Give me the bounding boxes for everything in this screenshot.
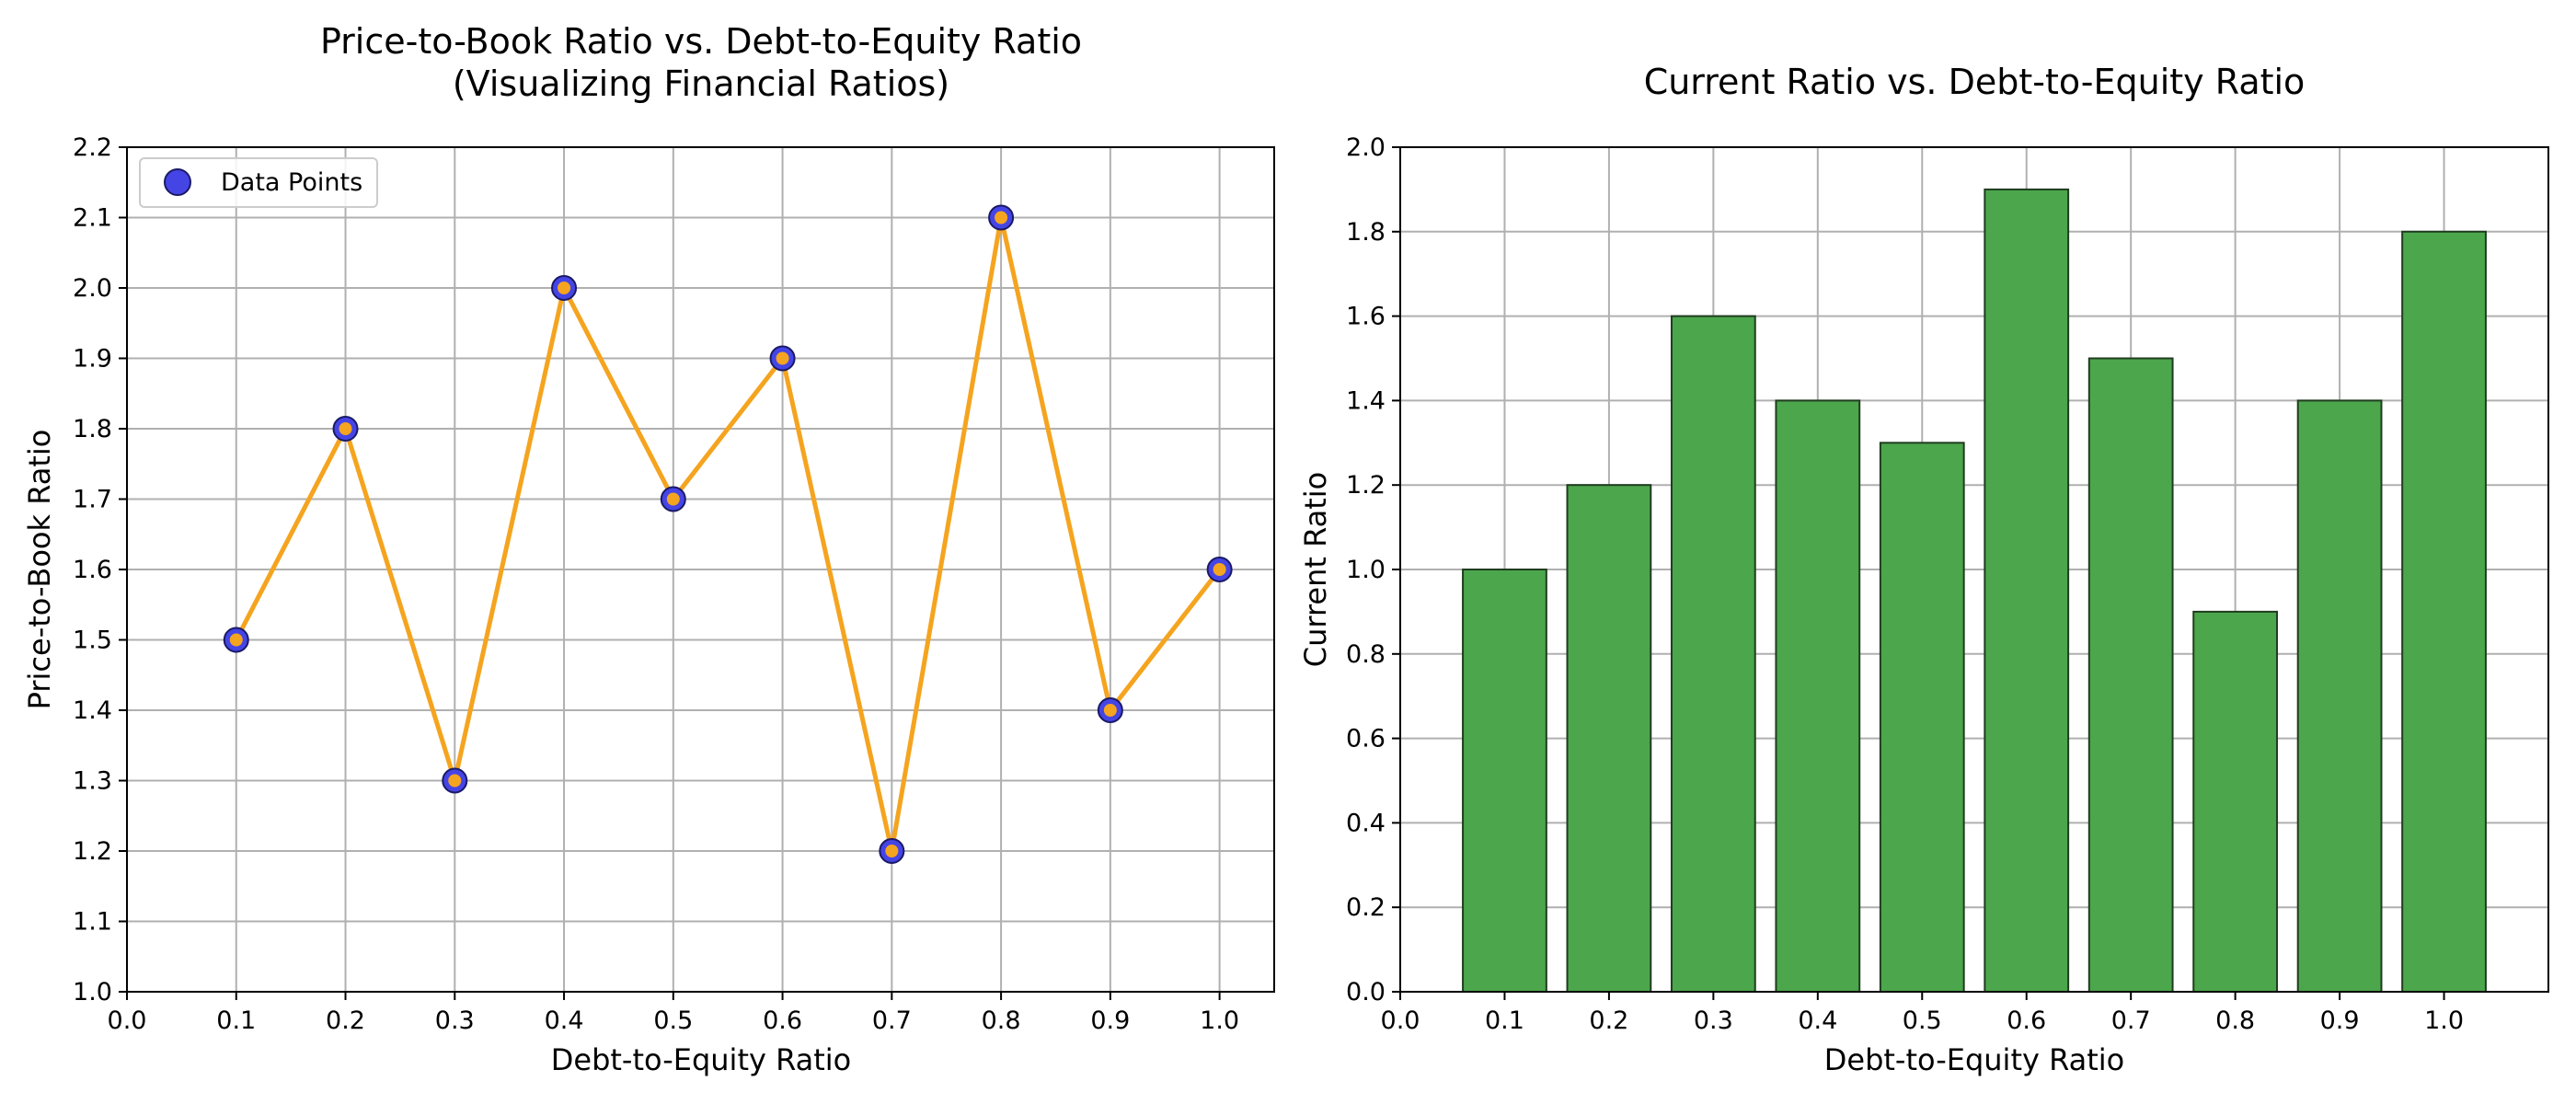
bar	[1462, 569, 1547, 993]
line-vertex	[229, 633, 243, 647]
y-tick-label: 0.8	[1346, 640, 1386, 669]
y-tick-label: 0.6	[1346, 725, 1386, 753]
y-tick-label: 1.0	[1346, 556, 1386, 584]
x-axis-label: Debt-to-Equity Ratio	[1824, 1042, 2125, 1077]
price-to-book-line-chart: Price-to-Book Ratio vs. Debt-to-Equity R…	[22, 21, 1275, 1077]
line-vertex	[885, 845, 899, 857]
current-ratio-bar-chart: Current Ratio vs. Debt-to-Equity Ratio 0…	[1298, 62, 2549, 1077]
legend-label: Data Points	[221, 168, 362, 197]
y-tick-label: 1.9	[73, 345, 112, 374]
y-tick-label: 1.4	[1346, 386, 1386, 415]
line-vertex	[448, 774, 462, 788]
plot-area	[1462, 188, 2487, 994]
y-tick-label: 1.3	[73, 767, 112, 796]
line-vertex	[1213, 563, 1226, 576]
legend: Data Points	[139, 157, 378, 208]
x-tick-label: 0.1	[216, 1006, 256, 1035]
y-tick-label: 1.5	[73, 627, 112, 655]
x-tick-label: 0.9	[2320, 1006, 2360, 1035]
x-tick-label: 0.3	[435, 1006, 475, 1035]
legend-box	[139, 157, 378, 208]
y-axis-label: Price-to-Book Ratio	[22, 430, 57, 710]
x-axis-label: Debt-to-Equity Ratio	[551, 1042, 852, 1077]
y-tick-label: 2.0	[73, 274, 112, 303]
y-tick-label: 0.2	[1346, 893, 1386, 922]
bar	[2296, 399, 2383, 993]
plot-area	[223, 204, 1233, 864]
y-tick-label: 1.6	[1346, 303, 1386, 331]
y-tick-label: 2.0	[1346, 133, 1386, 162]
x-tick-label: 1.0	[1200, 1006, 1239, 1035]
line-vertex	[339, 422, 352, 435]
bar	[1879, 442, 1965, 993]
bar	[2192, 610, 2279, 994]
line-vertex	[995, 211, 1008, 224]
legend-marker	[164, 168, 191, 196]
bar	[1775, 399, 1861, 993]
x-tick-label: 0.2	[1589, 1006, 1628, 1035]
line-vertex	[776, 351, 789, 365]
chart-subtitle: (Visualizing Financial Ratios)	[453, 63, 949, 104]
x-tick-label: 0.0	[108, 1006, 147, 1035]
y-tick-label: 0.4	[1346, 809, 1386, 837]
y-tick-label: 1.8	[1346, 218, 1386, 247]
bar	[1670, 315, 1756, 994]
bar	[2401, 230, 2487, 994]
x-tick-label: 0.8	[2215, 1006, 2255, 1035]
y-tick-label: 2.1	[73, 204, 112, 233]
x-tick-label: 0.0	[1381, 1006, 1420, 1035]
x-tick-label: 0.7	[2111, 1006, 2151, 1035]
x-tick-label: 0.3	[1694, 1006, 1733, 1035]
x-tick-label: 0.5	[1903, 1006, 1942, 1035]
y-tick-label: 2.2	[73, 133, 112, 162]
x-tick-label: 0.1	[1485, 1006, 1524, 1035]
x-tick-label: 0.2	[326, 1006, 365, 1035]
y-tick-label: 0.0	[1346, 978, 1386, 1006]
x-tick-label: 0.5	[653, 1006, 693, 1035]
bar	[1984, 188, 2070, 993]
series-line	[234, 215, 1222, 854]
x-tick-label: 0.7	[872, 1006, 912, 1035]
x-tick-label: 1.0	[2424, 1006, 2464, 1035]
y-tick-label: 1.7	[73, 486, 112, 514]
y-tick-label: 1.0	[73, 978, 112, 1006]
y-tick-label: 1.6	[73, 556, 112, 584]
y-tick-label: 1.8	[73, 415, 112, 443]
x-tick-label: 0.9	[1090, 1006, 1130, 1035]
x-tick-label: 0.6	[2007, 1006, 2046, 1035]
ticks: 0.0 0.1 0.2 0.3 0.4 0.5 0.6 0.7 0.8 0.9 1.0 0.0 0.2 0…	[1346, 133, 2464, 1035]
line-vertex	[558, 282, 571, 294]
y-axis-label: Current Ratio	[1298, 472, 1333, 668]
y-tick-label: 1.2	[1346, 471, 1386, 500]
chart-title: Current Ratio vs. Debt-to-Equity Ratio	[1644, 62, 2306, 102]
line-vertex	[666, 492, 680, 506]
x-tick-label: 0.6	[763, 1006, 802, 1035]
chart-title: Price-to-Book Ratio vs. Debt-to-Equity R…	[320, 21, 1082, 62]
x-tick-label: 0.4	[545, 1006, 584, 1035]
y-tick-label: 1.2	[73, 837, 112, 866]
x-tick-label: 0.4	[1798, 1006, 1837, 1035]
line-vertex	[1103, 704, 1117, 717]
y-tick-label: 1.1	[73, 908, 112, 937]
grid	[126, 146, 1274, 993]
x-tick-label: 0.8	[982, 1006, 1021, 1035]
bar	[2087, 357, 2174, 993]
bar	[1566, 484, 1652, 993]
ticks: 0.0 0.1 0.2 0.3 0.4 0.5 0.6 0.7 0.8 0.9 1.0 1.0 1.1 1…	[73, 133, 1239, 1035]
y-tick-label: 1.4	[73, 696, 112, 725]
